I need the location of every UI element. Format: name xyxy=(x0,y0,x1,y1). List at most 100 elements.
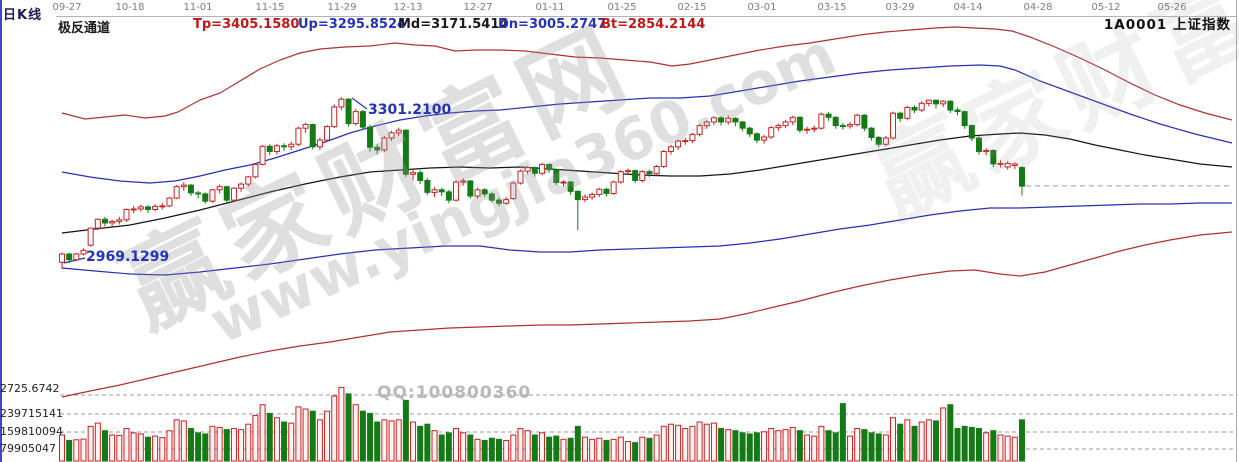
annotation-pointer xyxy=(63,257,86,264)
volume-bar xyxy=(646,437,653,462)
volume-bar xyxy=(560,438,567,462)
candle-body xyxy=(1004,162,1011,168)
volume-bar xyxy=(882,434,889,462)
volume-bar xyxy=(80,438,87,462)
candle-body xyxy=(259,145,266,165)
date-tick-label: 03-29 xyxy=(885,2,915,13)
candle-body xyxy=(273,145,280,152)
volume-bar xyxy=(531,434,538,462)
volume-bar xyxy=(983,432,990,462)
candle-body xyxy=(281,145,288,148)
volume-bar xyxy=(546,436,553,462)
volume-bar xyxy=(223,429,230,462)
candle-body xyxy=(438,189,445,193)
candle-body xyxy=(331,106,338,128)
volume-bar xyxy=(632,442,639,462)
volume-bar xyxy=(316,419,323,462)
candle-body xyxy=(990,149,997,165)
candle-body xyxy=(130,208,137,211)
volume-bar xyxy=(338,386,345,462)
candle-body xyxy=(761,136,768,141)
volume-bar xyxy=(854,428,861,462)
volume-bar xyxy=(453,428,460,462)
volume-bar xyxy=(259,404,266,462)
date-tick-label: 01-11 xyxy=(535,2,565,13)
candle-body xyxy=(352,111,359,125)
date-tick-label: 03-01 xyxy=(747,2,777,13)
symbol-title: 1A0001 上证指数 xyxy=(1103,17,1231,33)
volume-bar xyxy=(109,434,116,462)
volume-bar xyxy=(696,421,703,462)
candle-body xyxy=(703,121,710,127)
candle-body xyxy=(560,181,567,184)
volume-bar xyxy=(173,419,180,462)
volume-bar xyxy=(381,419,388,462)
candle-body xyxy=(137,206,144,210)
date-tick-label: 11-01 xyxy=(183,2,213,13)
candle-body xyxy=(847,124,854,127)
volume-bar xyxy=(130,432,137,462)
volume-bar xyxy=(639,436,646,462)
date-tick-label: 01-25 xyxy=(607,2,637,13)
volume-bar xyxy=(839,403,846,462)
candle-body xyxy=(123,208,130,221)
candle-body xyxy=(474,189,481,197)
volume-bar xyxy=(911,425,918,462)
channel-line-dn xyxy=(61,202,1232,276)
window-right-border xyxy=(1236,0,1237,462)
chart-top-rule xyxy=(56,16,1236,17)
candle-body xyxy=(87,227,94,246)
volume-bar xyxy=(152,435,159,462)
volume-bar xyxy=(653,434,660,462)
volume-bar xyxy=(553,435,560,462)
candle-body xyxy=(553,169,560,184)
candle-body xyxy=(954,109,961,113)
candle-body xyxy=(510,182,517,200)
volume-bar xyxy=(897,423,904,462)
candle-body xyxy=(997,162,1004,165)
volume-bar xyxy=(309,410,316,462)
volume-bar xyxy=(180,420,187,462)
candle-body xyxy=(180,184,187,188)
volume-bar xyxy=(388,420,395,462)
candle-body xyxy=(109,220,116,224)
candle-body xyxy=(295,127,302,145)
candle-body xyxy=(467,180,474,197)
volume-bar xyxy=(596,437,603,462)
volume-bar xyxy=(94,422,101,462)
volume-axis-label-2: 159810094 xyxy=(0,425,63,438)
volume-bar xyxy=(825,430,832,462)
date-tick-label: 05-26 xyxy=(1157,2,1187,13)
volume-bar xyxy=(195,432,202,462)
volume-bar xyxy=(359,410,366,462)
candle-body xyxy=(753,133,760,141)
volume-bar xyxy=(832,432,839,462)
candle-body xyxy=(166,197,173,207)
candle-body xyxy=(159,205,166,208)
volume-bar xyxy=(975,428,982,462)
volume-bar xyxy=(202,433,209,462)
volume-bar xyxy=(732,430,739,462)
volume-bar xyxy=(925,419,932,462)
candle-body xyxy=(252,163,259,178)
candle-body xyxy=(496,199,503,204)
annotation-pointer xyxy=(351,97,368,110)
candle-body xyxy=(646,171,653,175)
volume-bar xyxy=(761,431,768,462)
volume-bar xyxy=(374,421,381,462)
candle-body xyxy=(546,163,553,171)
candle-body xyxy=(445,191,452,201)
candle-body xyxy=(861,114,868,129)
candle-body xyxy=(968,125,975,139)
volume-bar xyxy=(746,433,753,462)
volume-bar xyxy=(574,425,581,462)
candle-body xyxy=(825,113,832,118)
candle-body xyxy=(367,126,374,148)
candle-body xyxy=(875,136,882,145)
volume-bar xyxy=(1011,436,1018,462)
indicator-value-bt: Bt=2854.2144 xyxy=(601,17,706,32)
volume-bar xyxy=(488,437,495,462)
volume-bar xyxy=(367,412,374,462)
volume-bar xyxy=(410,421,417,462)
